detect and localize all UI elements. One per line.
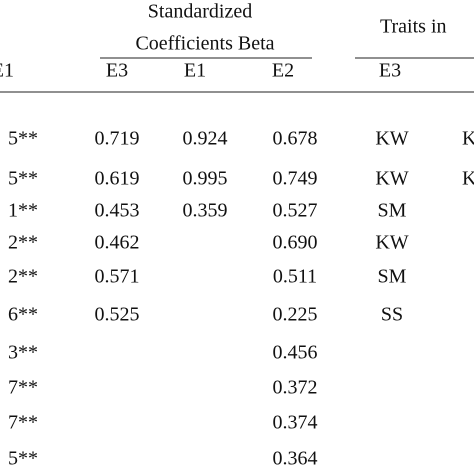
group-header: Coefficients Beta	[135, 33, 274, 55]
cell: 2**	[8, 232, 38, 254]
cell: 0.456	[273, 342, 318, 364]
cell: 0.749	[273, 168, 318, 190]
cell: 7**	[8, 377, 38, 399]
cell: KW	[375, 168, 408, 190]
cell: KW	[375, 232, 408, 254]
cell: 5**	[8, 128, 38, 150]
cell: 0.364	[273, 448, 318, 470]
cell: 0.453	[95, 200, 140, 222]
cell: 0.462	[95, 232, 140, 254]
cell: K	[462, 128, 474, 150]
cell: 1**	[8, 200, 38, 222]
cell: KW	[375, 128, 408, 150]
cell: 0.527	[273, 200, 318, 222]
cell: 6**	[8, 304, 38, 326]
column-header: E1	[184, 60, 206, 82]
cell: 0.924	[183, 128, 228, 150]
cell: 5**	[8, 168, 38, 190]
cell: SS	[381, 304, 403, 326]
cell: 0.374	[273, 412, 318, 434]
cell: 0.511	[273, 266, 317, 288]
cell: 0.690	[273, 232, 318, 254]
cell: 0.372	[273, 377, 318, 399]
column-header: E1	[0, 60, 14, 82]
cell: 2**	[8, 266, 38, 288]
cell: 0.619	[95, 168, 140, 190]
group-header: Standardized	[148, 1, 252, 23]
cell: SM	[378, 266, 407, 288]
cell: SM	[378, 200, 407, 222]
column-header: E2	[272, 60, 294, 82]
cell: 0.525	[95, 304, 140, 326]
column-header: E3	[106, 60, 128, 82]
column-header: E3	[379, 60, 401, 82]
cell: 0.225	[273, 304, 318, 326]
cell: 7**	[8, 412, 38, 434]
cell: 0.995	[183, 168, 228, 190]
cell: 0.678	[273, 128, 318, 150]
group-header: Traits in	[380, 16, 447, 38]
cell: 3**	[8, 342, 38, 364]
cell: 0.359	[183, 200, 228, 222]
cell: K	[462, 168, 474, 190]
cell: 0.571	[95, 266, 140, 288]
cell: 5**	[8, 448, 38, 470]
cell: 0.719	[95, 128, 140, 150]
